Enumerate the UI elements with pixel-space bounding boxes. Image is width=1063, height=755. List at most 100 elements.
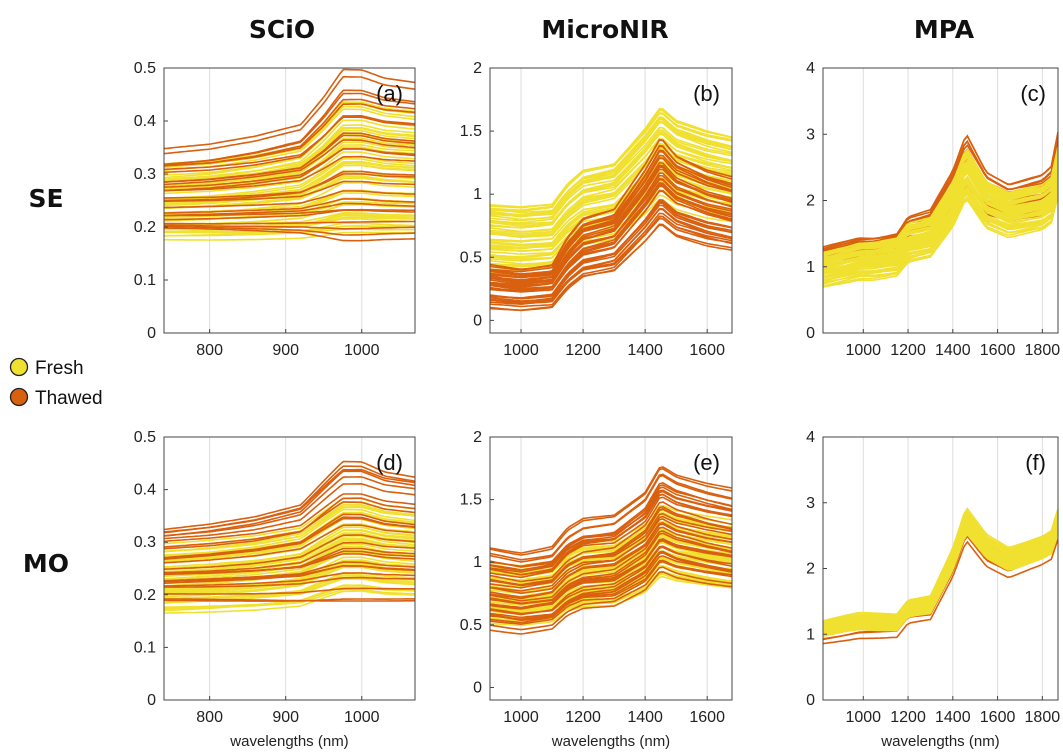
spectrum-line [490,526,732,602]
series-a [490,107,732,276]
spectrum-line [164,576,415,588]
spectrum-line [490,172,732,287]
spectrum-line [164,460,415,531]
x-tick-label: 1600 [980,342,1016,359]
legend: Fresh Thawed [9,357,103,409]
x-tick-label: 1800 [1025,709,1061,726]
spectra-lines [823,507,1058,645]
spectrum-line [490,208,732,305]
x-tick-label: 1800 [1025,342,1061,359]
spectrum-line [164,482,415,540]
spectrum-line [490,166,732,253]
series-b [164,460,415,602]
legend-label-fresh: Fresh [35,358,84,379]
y-tick-label: 1.5 [460,492,482,509]
spectrum-line [823,511,1058,624]
spectrum-line [164,198,415,214]
spectrum-line [490,144,732,277]
x-tick-label: 1000 [344,709,380,726]
y-tick-label: 0.2 [134,219,156,236]
spectrum-line [164,220,415,225]
column-title-mpa: MPA [914,15,975,44]
x-tick-label: 1000 [845,342,881,359]
y-tick-label: 0 [147,325,156,342]
spectra-lines [164,460,415,614]
y-tick-label: 0.4 [134,482,156,499]
spectrum-line [490,566,732,631]
spectrum-line [164,222,415,237]
spectrum-line [490,133,732,229]
spectrum-line [490,482,732,568]
spectrum-line [164,139,415,186]
spectrum-line [823,513,1058,628]
spectrum-line [164,156,415,200]
panel-2: 0 0.5 1 1.5 2 1000 1200 1400 1600 (b) [460,60,733,359]
x-axis-label: wavelengths (nm) [229,733,348,750]
panel-label: (e) [693,450,720,475]
spectrum-line [490,538,732,610]
spectrum-line [490,223,732,312]
spectrum-line [823,514,1058,628]
spectrum-line [164,516,415,560]
spectrum-line [164,132,415,183]
x-tick-label: 1400 [935,709,971,726]
spectrum-line [164,208,415,217]
series-b [490,466,732,635]
panel-1: 0 0.1 0.2 0.3 0.4 0.5 800 900 1000 (a) [134,60,416,359]
panel-label: (b) [693,81,720,106]
spectrum-line [490,467,732,556]
spectrum-line [164,68,415,150]
spectrum-line [164,566,415,598]
spectrum-line [164,224,415,230]
x-tick-label: 1200 [565,709,601,726]
spectrum-line [164,105,415,169]
x-tick-label: 1000 [503,342,539,359]
y-tick-label: 4 [806,429,815,446]
x-tick-label: 1000 [503,709,539,726]
spectrum-line [490,117,732,218]
x-tick-label: 1200 [890,709,926,726]
spectrum-line [490,523,732,600]
spectrum-line [164,493,415,542]
spectrum-line [490,150,732,279]
spectrum-line [490,138,732,271]
y-tick-label: 0.3 [134,166,156,183]
axes-frame [163,67,416,334]
spectrum-line [164,209,415,221]
spectrum-line [823,512,1058,624]
spectrum-line [823,173,1058,273]
spectrum-line [490,143,732,235]
spectrum-line [823,513,1058,627]
spectrum-line [823,507,1058,622]
y-tick-label: 0.5 [460,249,482,266]
spectrum-line [490,131,732,227]
spectra-lines [490,107,732,312]
series-b [164,68,415,242]
spectrum-line [164,587,415,595]
y-tick-label: 0 [147,692,156,709]
spectrum-line [490,199,732,299]
x-axis-label: wavelengths (nm) [551,733,670,750]
spectrum-line [823,515,1058,629]
spectrum-line [164,155,415,192]
spectrum-line [490,530,732,605]
spectrum-line [164,561,415,582]
spectrum-line [490,512,732,589]
y-tick-label: 3 [806,126,815,143]
panel-6: 0 1 2 3 4 1000 1200 1400 1600 1800 (f) wavelengths … [806,429,1060,750]
spectrum-line [164,534,415,570]
spectrum-line [164,505,415,553]
panel-3: 0 1 2 3 4 1000 1200 1400 1600 1800 (c) [806,60,1060,359]
spectra-lines [164,68,415,242]
spectrum-line [164,465,415,534]
spectrum-line [164,227,415,242]
spectrum-line [164,225,415,236]
x-tick-label: 1400 [935,342,971,359]
axes-frame [822,436,1059,701]
y-tick-label: 1 [473,554,482,571]
spectrum-line [164,98,415,167]
spectrum-line [164,202,415,217]
spectrum-line [164,170,415,202]
spectrum-line [164,137,415,190]
